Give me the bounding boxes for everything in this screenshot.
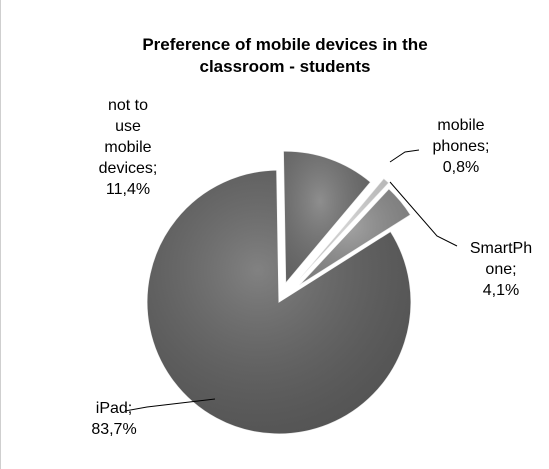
slice-label-line: 11,4% [106, 181, 150, 198]
slice-label-line: one; [485, 261, 516, 278]
slice-label-line: 4,1% [483, 282, 519, 299]
pie-slice-shading-smartphone [299, 188, 411, 286]
leader-line-ipad [124, 398, 216, 412]
slice-label-not-to-use: not to use mobile devices; 11,4% [99, 97, 158, 198]
slice-label-line: iPad; [96, 400, 132, 417]
slice-labels: not to use mobile devices; 11,4% mobile phones… [91, 97, 532, 438]
slice-label-line: 0,8% [443, 159, 479, 176]
chart-title-line-2: classroom - students [200, 57, 371, 76]
chart-title-line-1: Preference of mobile devices in the [142, 35, 427, 54]
leader-line-mobile-phones [389, 149, 420, 163]
pie-slices [146, 150, 412, 435]
leader-line-smartphone [389, 181, 458, 247]
slice-label-line: not to [108, 97, 148, 114]
pie-slice-shading-not-to-use [283, 151, 371, 284]
pie-slice-shading-mobile-phones [298, 178, 389, 280]
slice-label-mobile-phones: mobile phones; 0,8% [433, 117, 490, 176]
pie-slice-shading-ipad [146, 170, 411, 434]
slice-label-line: 83,7% [91, 421, 136, 438]
slice-label-line: mobile [104, 139, 151, 156]
slice-label-smartphone: SmartPh one; 4,1% [470, 240, 532, 299]
slice-label-line: phones; [433, 138, 490, 155]
slice-label-ipad: iPad; 83,7% [91, 400, 136, 438]
label-leaders [124, 149, 458, 412]
slice-label-line: mobile [437, 117, 484, 134]
slice-label-line: SmartPh [470, 240, 532, 257]
slice-label-line: devices; [99, 160, 158, 177]
slice-label-line: use [115, 118, 141, 135]
